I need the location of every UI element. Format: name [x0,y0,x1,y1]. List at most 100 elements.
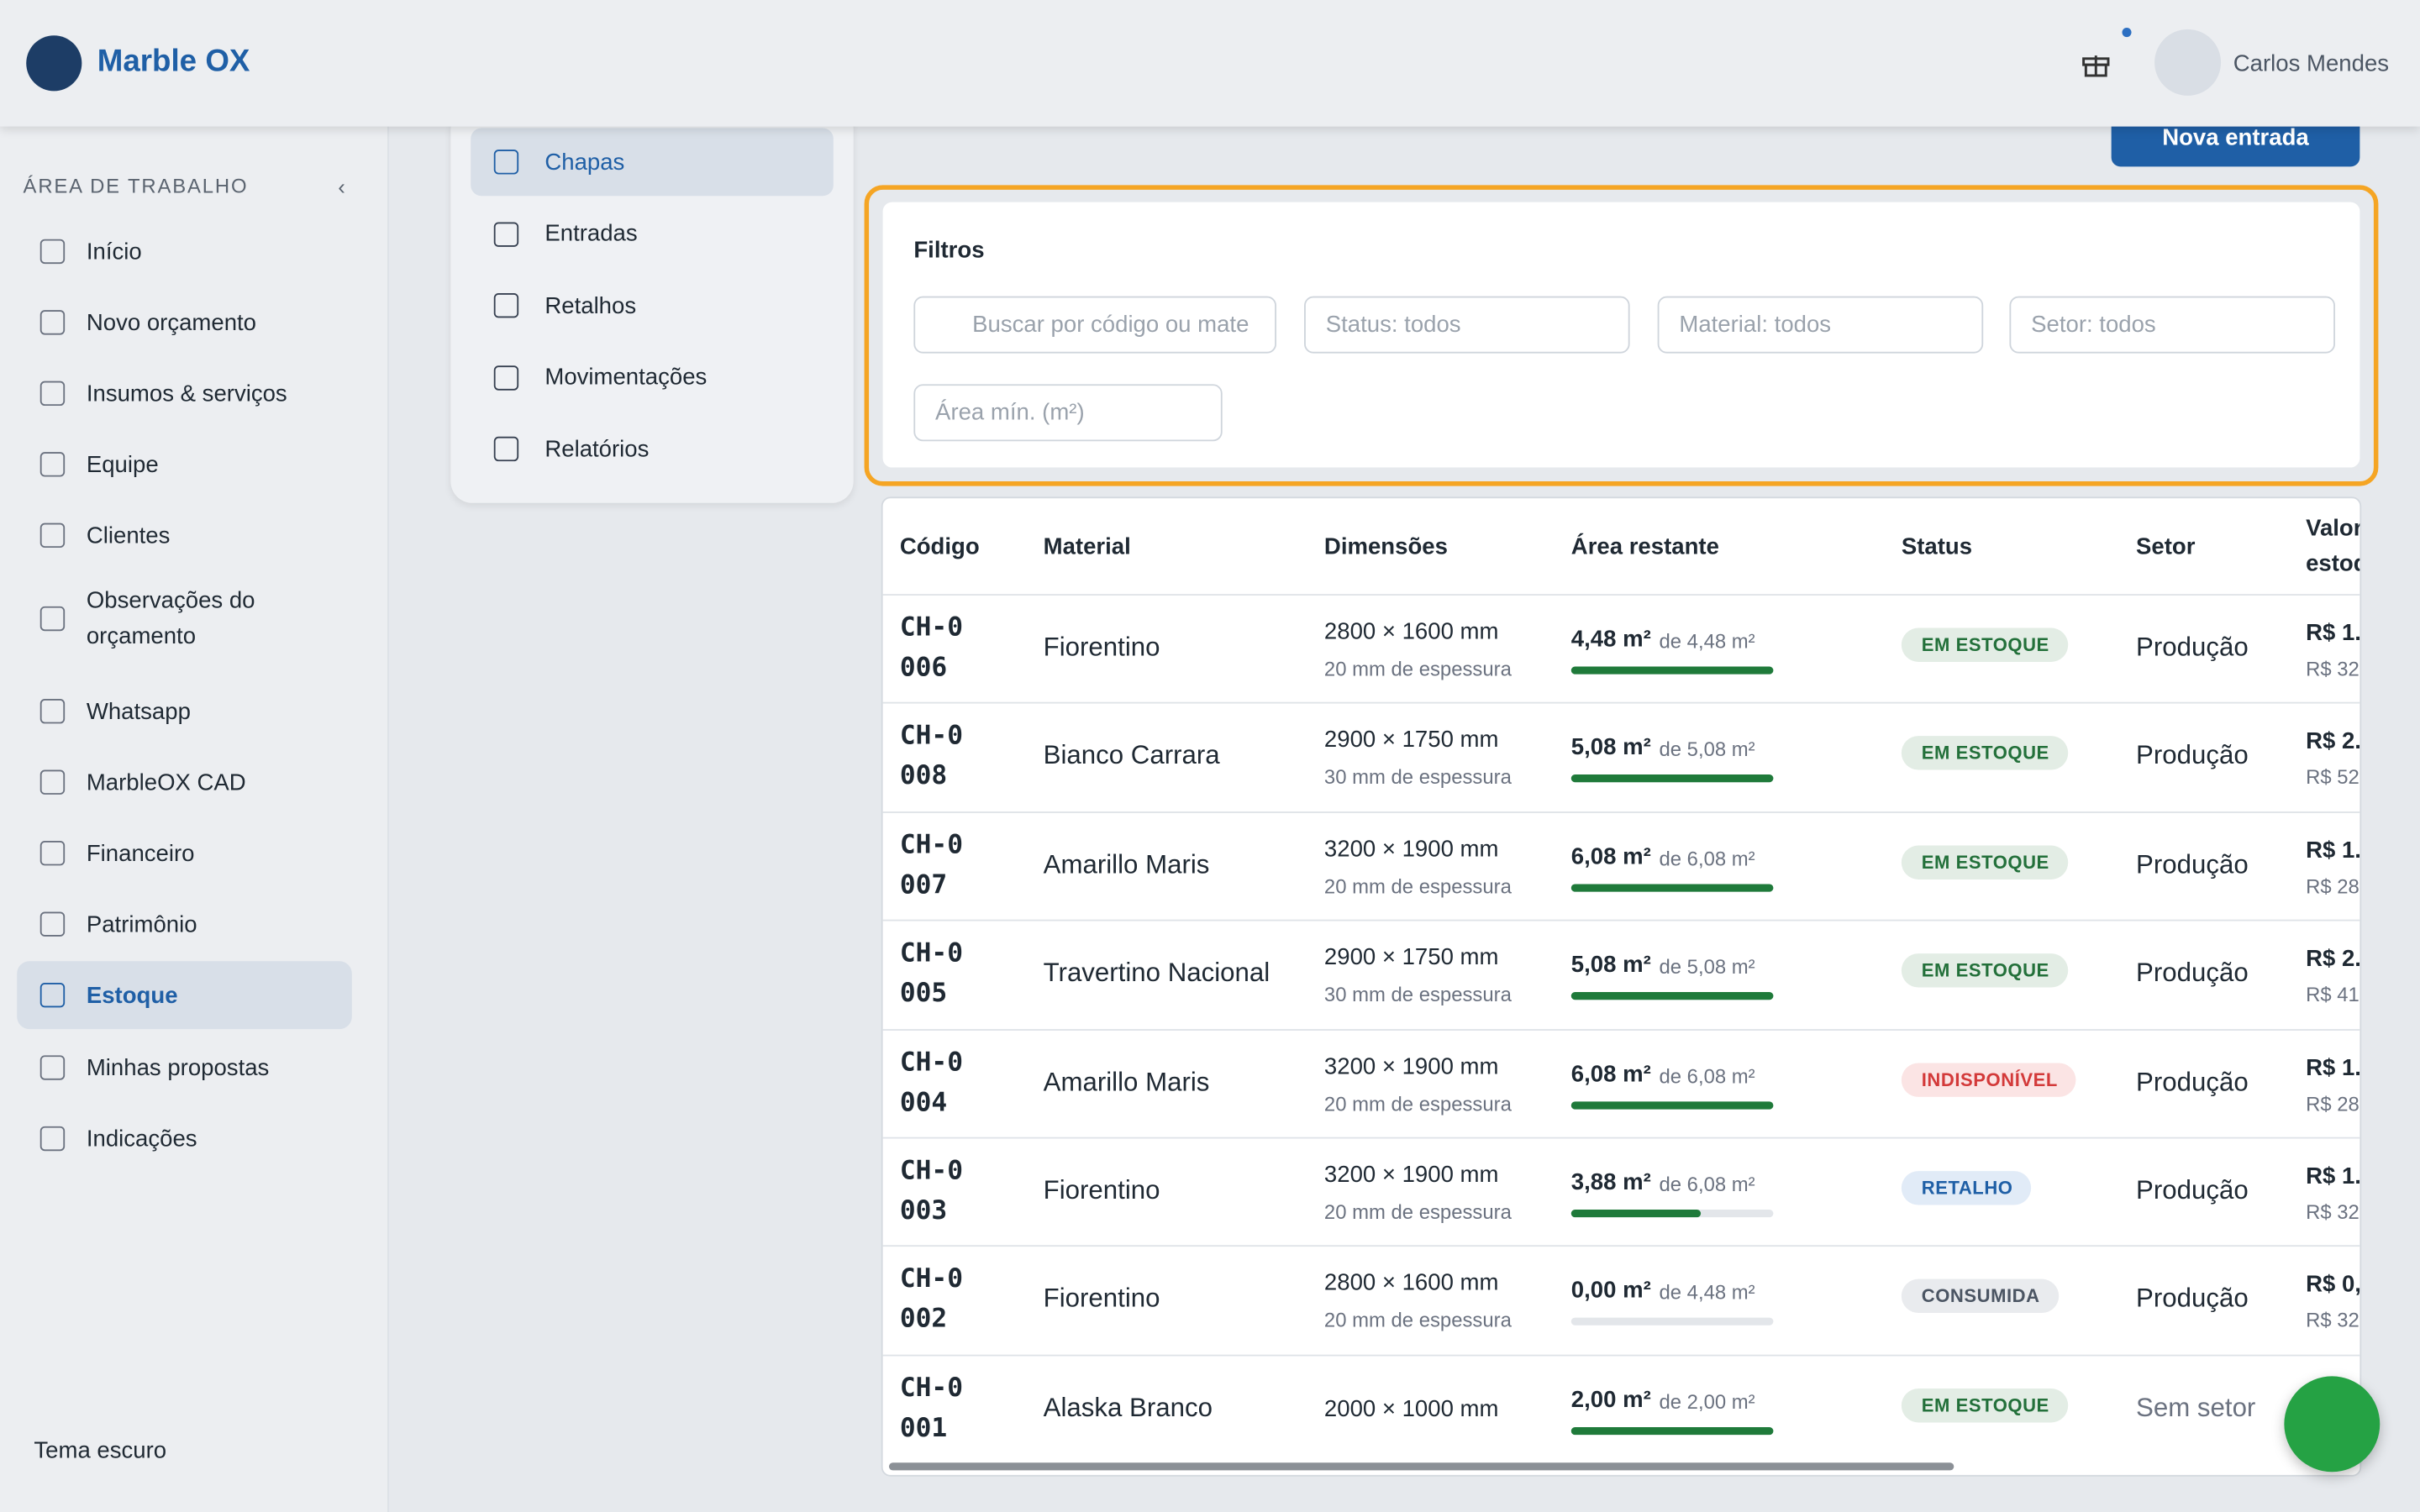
nav-item[interactable]: Clientes [17,501,352,570]
nav-icon [39,606,66,632]
subnav-item[interactable]: Chapas [471,128,834,197]
area-bar-track [1570,884,1774,892]
column-header[interactable]: Dimensões [1323,533,1448,559]
dimensions: 2000 × 1000 mm [1323,1395,1499,1423]
nav-item[interactable]: Novo orçamento [17,288,352,356]
nav-item[interactable]: Minhas propostas [17,1034,352,1102]
table-row[interactable]: CH-0003 Fiorentino 3200 × 1900 mm 20 mm de … [882,1137,2360,1247]
nav-label: MarbleOX CAD [86,769,246,795]
sector-select[interactable]: Setor: todos [2009,296,2335,354]
subnav-item[interactable]: Retalhos [471,271,834,339]
area-remaining: 6,08 m² [1570,843,1651,870]
slab-code: CH-0006 [899,612,964,684]
area-bar-track [1570,992,1774,1000]
sector: Sem setor [2136,1393,2256,1423]
value: R$ 2. [2306,946,2361,973]
nav-label: Insumos & serviços [86,380,287,407]
table-row[interactable]: CH-0004 Amarillo Maris 3200 × 1900 mm 20 mm… [882,1028,2361,1137]
nav-icon [39,841,66,866]
table-row[interactable]: CH-0005 Travertino Nacional 2900 × 1750 mm… [882,920,2361,1029]
table-row[interactable]: CH-0006 Fiorentino 2800 × 1600 mm 20 mm de … [882,594,2360,703]
material-select[interactable]: Material: todos [1657,296,1984,354]
nav-icon [39,983,66,1008]
column-header[interactable]: Área restante [1570,533,1719,559]
area-input[interactable]: Área mín. (m²) [913,384,1223,442]
scrollbar[interactable] [888,1462,1954,1471]
area-total: de 5,08 m² [1659,738,1755,762]
subnav-item[interactable]: Movimentações [471,344,834,412]
area-bar [1570,884,1774,892]
column-header[interactable]: Setor [2136,533,2196,559]
logo[interactable] [26,35,82,92]
nav-icon [39,911,66,937]
subnav-item[interactable]: Relatórios [471,415,834,483]
column-header[interactable]: Material [1043,533,1131,559]
material: Alaska Branco [1043,1393,1213,1423]
status-badge: EM ESTOQUE [1901,736,2068,771]
table-row[interactable]: CH-0002 Fiorentino 2800 × 1600 mm 20 mm de … [882,1245,2360,1355]
notification-dot [2122,28,2132,38]
area-bar-track [1570,666,1774,675]
column-header[interactable]: Código [899,533,980,559]
brand[interactable]: Marble OX [97,45,250,79]
nav-item[interactable]: Observações do orçamento [17,572,352,664]
gift-icon[interactable] [2081,48,2112,79]
nav-item[interactable]: MarbleOX CAD [17,748,352,816]
area-bar-track [1570,1100,1774,1109]
top-bar: Marble OX Carlos Mendes [0,0,2420,127]
nav-item[interactable]: Whatsapp [17,677,352,745]
subnav-label: Retalhos [544,292,637,319]
status-select[interactable]: Status: todos [1304,296,1630,354]
value-unit: R$ 28 [2306,1091,2360,1116]
column-header[interactable]: Valor estoque [2306,515,2360,577]
nav-label: Equipe [86,451,159,478]
material: Fiorentino [1043,633,1160,662]
search-input[interactable]: Buscar por código ou mate [913,296,1276,354]
column-header[interactable]: Status [1901,533,1973,559]
nav-item[interactable]: Insumos & serviços [17,360,352,428]
slab-code: CH-0001 [899,1373,964,1444]
subnav-label: Movimentações [544,364,708,391]
table-row[interactable]: CH-0001 Alaska Branco 2000 × 1000 mm 2,00 m… [882,1354,2360,1463]
value: R$ 1. [2306,1054,2361,1081]
status-badge: RETALHO [1901,1171,2032,1205]
nav-item[interactable]: Início [17,218,352,286]
whatsapp-button[interactable] [2284,1376,2381,1473]
value-unit: R$ 28 [2306,874,2360,898]
material: Fiorentino [1043,1284,1160,1314]
table-row[interactable]: CH-0008 Bianco Carrara 2900 × 1750 mm 30 mm… [882,702,2360,811]
sector: Produção [2136,849,2249,879]
table-row[interactable]: CH-0007 Amarillo Maris 3200 × 1900 mm 20 mm… [882,811,2360,921]
collapse-button[interactable]: ‹ [338,174,345,199]
subnav-item[interactable]: Entradas [471,200,834,268]
theme-toggle[interactable]: Tema escuro [34,1437,167,1465]
value-unit: R$ 32 [2306,1200,2360,1224]
filters-title: Filtros [913,237,985,265]
value-unit: R$ 32 [2306,1309,2360,1332]
area-total: de 2,00 m² [1659,1389,1755,1414]
status-badge: EM ESTOQUE [1901,627,2068,662]
nav-item[interactable]: Financeiro [17,819,352,887]
area-total: de 6,08 m² [1659,1172,1755,1196]
slabs-table: Código Material Dimensões Área restante Stat… [881,496,2362,1477]
nav-item[interactable]: Patrimônio [17,890,352,958]
nav-icon [39,1126,66,1152]
status-badge: EM ESTOQUE [1901,953,2068,988]
status-badge: EM ESTOQUE [1901,845,2068,879]
nav-item[interactable]: Estoque [17,961,352,1030]
user-name[interactable]: Carlos Mendes [2233,50,2390,77]
nav-item[interactable]: Equipe [17,430,352,498]
subnav-icon [493,292,519,318]
subnav-label: Entradas [544,220,638,247]
material: Bianco Carrara [1043,741,1220,771]
nav-item[interactable]: Indicações [17,1105,352,1173]
sub-navigation: Chapas Entradas Retalhos Movimentações Relat… [450,108,854,503]
area-remaining: 2,00 m² [1570,1386,1651,1414]
nav-icon [39,699,66,724]
nav-label: Minhas propostas [86,1054,270,1081]
subnav-label: Chapas [544,149,625,176]
avatar[interactable] [2154,29,2222,96]
material: Travertino Nacional [1043,958,1270,988]
sidebar: ÁREA DE TRABALHO ‹ Tema escuro Início Nov… [0,126,389,1512]
